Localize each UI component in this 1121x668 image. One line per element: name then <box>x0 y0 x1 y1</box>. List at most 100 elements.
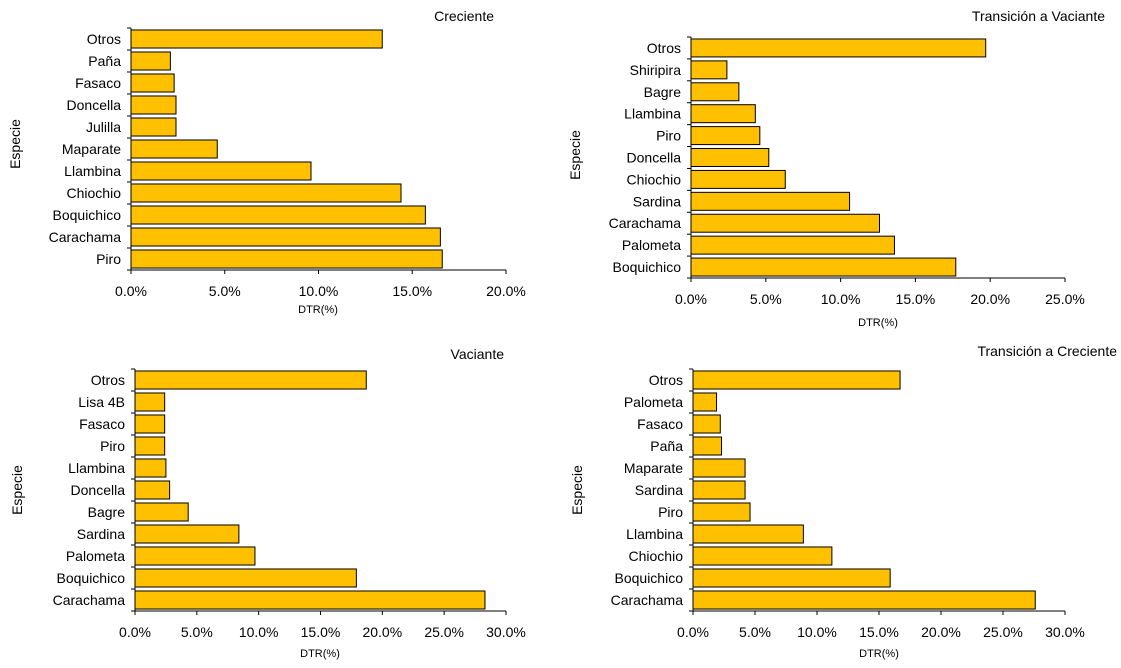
x-tick-label: 15.0% <box>301 624 341 640</box>
x-tick-label: 25.0% <box>424 624 464 640</box>
x-tick-label: 10.0% <box>239 624 279 640</box>
category-label: Otros <box>649 372 683 388</box>
bar-llambina <box>690 104 756 124</box>
category-label: Carachama <box>49 229 122 245</box>
chart-panel-4: Transición a Creciente Especie DTR(%) Otros… <box>569 343 1117 660</box>
bar-carachama <box>134 590 486 610</box>
bar-boquichico <box>692 568 891 588</box>
bar-carachama <box>690 213 880 233</box>
x-tick-label: 0.0% <box>119 624 151 640</box>
x-tick-label: 15.0% <box>392 283 432 299</box>
category-label: Paña <box>88 53 121 69</box>
bar-pa-a <box>130 51 171 71</box>
bar-llambina <box>692 524 804 544</box>
bar-fasaco <box>130 73 175 93</box>
category-label: Boquichico <box>57 570 126 586</box>
category-label: Otros <box>91 372 125 388</box>
y-axis-label: Especie <box>7 119 23 169</box>
x-axis-label: DTR(%) <box>300 648 340 660</box>
bar-piro <box>130 249 443 269</box>
category-label: Doncella <box>627 150 682 166</box>
x-tick-label: 5.0% <box>750 291 782 307</box>
category-label: Llambina <box>624 106 681 122</box>
category-label: Fasaco <box>75 75 121 91</box>
category-label: Llambina <box>64 163 121 179</box>
x-tick-label: 20.0% <box>970 291 1010 307</box>
bar-boquichico <box>130 205 426 225</box>
category-label: Boquichico <box>53 207 122 223</box>
chart-title: Creciente <box>434 8 494 24</box>
bar-palometa <box>690 235 895 255</box>
chart-panel-1: Creciente Especie DTR(%) Otros Paña Fasaco Don… <box>7 8 526 316</box>
x-tick-label: 10.0% <box>299 283 339 299</box>
bar-palometa <box>692 392 718 412</box>
category-label: Piro <box>100 438 125 454</box>
bar-fasaco <box>692 414 721 434</box>
bar-sardina <box>692 480 746 500</box>
bar-otros <box>690 38 987 58</box>
bar-llambina <box>134 458 167 478</box>
x-tick-label: 5.0% <box>739 624 771 640</box>
category-label: Fasaco <box>637 416 683 432</box>
bar-sardina <box>134 524 240 544</box>
chart-panel-3: Vaciante Especie DTR(%) Otros Lisa 4B Fasaco P… <box>9 346 526 660</box>
category-label: Palometa <box>66 548 125 564</box>
category-label: Boquichico <box>613 259 682 275</box>
x-tick-label: 30.0% <box>486 624 526 640</box>
y-axis-label: Especie <box>567 130 583 180</box>
category-label: Otros <box>647 40 681 56</box>
bar-piro <box>690 126 761 146</box>
category-label: Julilla <box>86 119 121 135</box>
bar-doncella <box>690 148 770 167</box>
bar-otros <box>130 29 383 49</box>
category-label: Chiochio <box>67 185 122 201</box>
category-label: Fasaco <box>79 416 125 432</box>
chart-title: Transición a Creciente <box>977 343 1117 359</box>
bar-doncella <box>134 480 171 500</box>
bar-palometa <box>134 546 256 566</box>
category-label: Sardina <box>635 482 683 498</box>
category-label: Bagre <box>88 504 126 520</box>
category-label: Piro <box>658 504 683 520</box>
category-label: Doncella <box>71 482 126 498</box>
bar-maparate <box>130 139 218 159</box>
bar-carachama <box>130 227 441 247</box>
category-label: Shiripira <box>630 62 682 78</box>
bar-fasaco <box>134 414 166 434</box>
category-label: Palometa <box>624 394 683 410</box>
bar-chiochio <box>690 169 786 189</box>
category-label: Maparate <box>62 141 121 157</box>
chart-title: Transición a Vaciante <box>972 8 1105 24</box>
x-tick-label: 10.0% <box>821 291 861 307</box>
category-label: Piro <box>96 251 121 267</box>
category-label: Carachama <box>611 592 684 608</box>
category-label: Llambina <box>68 460 125 476</box>
category-label: Carachama <box>609 215 682 231</box>
chart-panel-2: Transición a Vaciante Especie DTR(%) Otros S… <box>567 8 1105 329</box>
category-label: Maparate <box>624 460 683 476</box>
bar-chiochio <box>130 183 402 203</box>
y-axis-label: Especie <box>569 465 585 515</box>
x-tick-label: 30.0% <box>1045 624 1085 640</box>
x-tick-label: 15.0% <box>896 291 936 307</box>
x-tick-label: 0.0% <box>677 624 709 640</box>
bar-piro <box>134 436 166 456</box>
bar-chiochio <box>692 546 833 566</box>
category-label: Lisa 4B <box>78 394 125 410</box>
category-label: Doncella <box>67 97 122 113</box>
x-tick-label: 0.0% <box>675 291 707 307</box>
bar-pa-a <box>692 436 723 456</box>
bar-llambina <box>130 161 312 181</box>
bar-bagre <box>690 82 740 102</box>
x-tick-label: 25.0% <box>983 624 1023 640</box>
bar-otros <box>692 370 901 390</box>
x-tick-label: 0.0% <box>115 283 147 299</box>
x-tick-label: 5.0% <box>209 283 241 299</box>
category-label: Chiochio <box>627 171 682 187</box>
category-label: Bagre <box>644 84 682 100</box>
bar-julilla <box>130 117 177 137</box>
x-axis-label: DTR(%) <box>298 304 338 316</box>
x-tick-label: 10.0% <box>797 624 837 640</box>
bar-lisa-4b <box>134 392 166 412</box>
